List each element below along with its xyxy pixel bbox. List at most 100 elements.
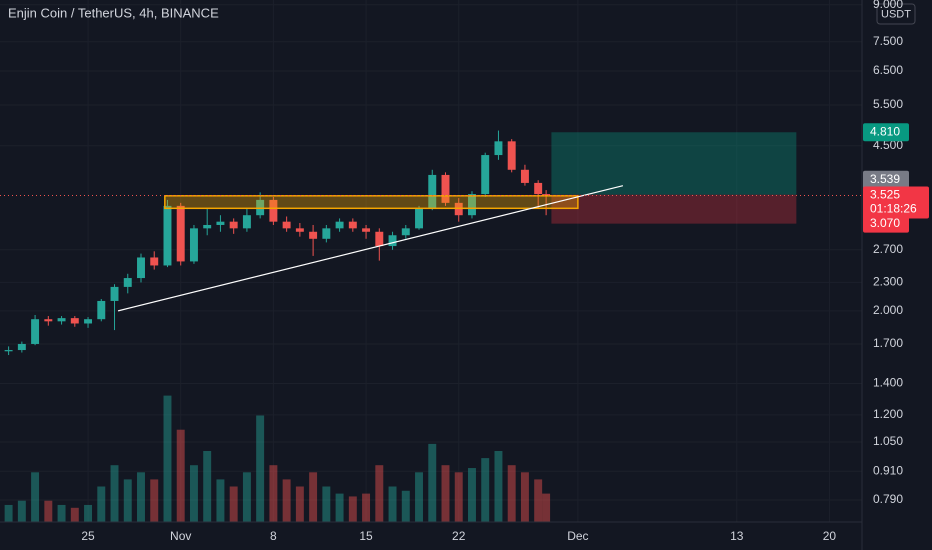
currency-box[interactable]: [876, 3, 916, 25]
x-tick-label: 8: [270, 529, 277, 543]
volume-bar: [70, 507, 79, 522]
candle-body: [256, 199, 265, 216]
zone-box: [164, 195, 579, 210]
x-tick-label: 20: [823, 529, 837, 543]
volume-bar: [229, 486, 238, 522]
y-tick-label: 0.790: [873, 492, 903, 506]
volume-bar: [57, 504, 66, 522]
volume-bar: [150, 479, 159, 522]
candle-body: [163, 205, 172, 266]
target-badge: [863, 123, 909, 142]
volume-bar: [137, 472, 145, 522]
y-tick-label: 1.400: [873, 376, 903, 390]
volume-bar: [256, 415, 265, 522]
candle-body: [335, 221, 344, 229]
candle-body: [362, 228, 371, 232]
target-area: [551, 132, 797, 195]
volume-bar: [348, 496, 357, 522]
candle-body: [4, 350, 13, 352]
candle-body: [401, 228, 410, 236]
volume-bar: [4, 504, 13, 522]
candle-body: [348, 221, 357, 229]
volume-bar: [203, 451, 212, 522]
candle-body: [84, 319, 93, 324]
volume-bar: [282, 479, 291, 522]
volume-bar: [401, 490, 410, 522]
y-tick-label: 2.700: [873, 242, 903, 256]
volume-bar: [309, 472, 318, 522]
candle-body: [110, 286, 119, 301]
volume-bar: [44, 500, 53, 522]
volume-bar: [362, 493, 371, 522]
volume-bar: [468, 468, 476, 522]
candle-body: [415, 208, 423, 229]
y-tick-label: 2.300: [873, 275, 903, 289]
volume-bar: [17, 500, 26, 522]
volume-bar: [388, 486, 397, 522]
y-tick-label: 2.000: [873, 303, 903, 317]
entry-badge: [863, 170, 909, 189]
candle-body: [97, 300, 106, 320]
volume-bar: [110, 465, 119, 522]
x-tick-label: Nov: [170, 529, 191, 543]
y-tick-label: 7.500: [873, 34, 903, 48]
chart-title: Enjin Coin / TetherUS, 4h, BINANCE: [8, 5, 219, 20]
candle-body: [216, 221, 225, 225]
volume-bar: [335, 493, 344, 522]
volume-bar: [176, 429, 185, 522]
volume-bar: [542, 493, 551, 522]
volume-bar: [481, 458, 490, 522]
volume-bar: [189, 465, 198, 522]
candle-body: [70, 318, 79, 324]
candle-body: [534, 182, 543, 195]
candle-body: [481, 155, 490, 195]
volume-bar: [494, 451, 503, 522]
stop-area: [551, 194, 797, 224]
volume-bar: [520, 472, 529, 522]
y-tick-label: 0.910: [873, 463, 903, 477]
x-tick-label: Dec: [567, 529, 588, 543]
volume-bar: [216, 479, 225, 522]
candle-body: [137, 257, 145, 279]
stop-badge: [863, 214, 909, 233]
candle-body: [542, 194, 551, 196]
candle-body: [428, 174, 437, 209]
candle-body: [203, 224, 212, 229]
candle-body: [123, 278, 132, 287]
last-price-label: 3.525: [870, 188, 900, 202]
volume-bar: [295, 486, 304, 522]
candle-body: [17, 343, 26, 351]
candle-body: [31, 319, 40, 344]
volume-bar: [428, 443, 437, 522]
volume-bar: [415, 472, 423, 522]
volume-bar: [375, 465, 384, 522]
volume-bar: [534, 479, 543, 522]
y-tick-label: 5.500: [873, 97, 903, 111]
target-label: 4.810: [870, 124, 900, 138]
x-tick-label: 13: [730, 529, 744, 543]
candle-body: [441, 174, 450, 203]
candle-body: [375, 231, 384, 247]
y-tick-label: 1.050: [873, 434, 903, 448]
y-tick-label: 9.000: [873, 0, 903, 11]
volume-bar: [163, 395, 172, 522]
y-tick-label: 4.500: [873, 138, 903, 152]
candle-body: [242, 215, 251, 229]
x-tick-label: 15: [359, 529, 373, 543]
volume-bar: [97, 486, 106, 522]
last-price-badge: [863, 186, 929, 219]
volume-bar: [269, 465, 278, 522]
x-tick-label: 25: [81, 529, 95, 543]
countdown-label: 01:18:26: [870, 202, 917, 216]
volume-bar: [31, 472, 40, 522]
candle-body: [494, 141, 503, 156]
currency-label[interactable]: USDT: [881, 8, 911, 20]
candle-body: [322, 228, 331, 239]
candle-body: [507, 141, 516, 170]
candle-body: [295, 228, 304, 232]
volume-bar: [242, 472, 251, 522]
candle-body: [269, 199, 278, 222]
volume-bar: [454, 472, 463, 522]
